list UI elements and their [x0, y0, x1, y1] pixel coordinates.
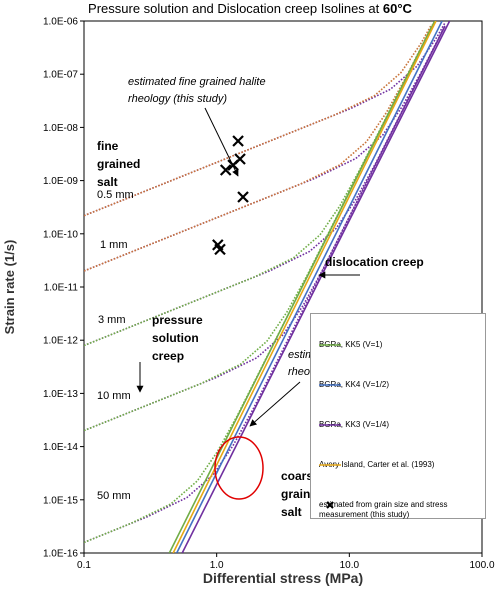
annotation: grained — [97, 157, 140, 171]
y-tick-label: 1.0E-06 — [43, 17, 78, 28]
annotation: fine — [97, 139, 119, 153]
chart-title: Pressure solution and Dislocation creep … — [88, 1, 380, 16]
x-tick-label: 1.0 — [210, 560, 224, 571]
legend-swatch — [319, 384, 341, 386]
isoline — [84, 26, 433, 272]
series-line — [181, 21, 451, 553]
data-marker — [227, 159, 239, 171]
legend-swatch — [319, 424, 341, 426]
annotation: dislocation creep — [325, 255, 424, 269]
annotation: 0.5 mm — [97, 189, 134, 201]
legend-label: BGRa, KK5 (V=1) — [319, 340, 383, 349]
legend-swatch — [326, 501, 334, 509]
y-tick-label: 1.0E-14 — [43, 442, 78, 453]
data-marker — [237, 191, 249, 203]
series-line — [168, 21, 436, 553]
series-line — [176, 21, 443, 553]
annotation: 3 mm — [98, 314, 126, 326]
highlight-ellipse — [214, 436, 264, 500]
data-marker — [214, 243, 226, 256]
legend-item: BGRa, KK3 (V=1/4) — [319, 420, 481, 430]
legend-swatch — [319, 464, 341, 466]
annotation: salt — [97, 175, 118, 189]
y-tick-label: 1.0E-11 — [44, 283, 79, 294]
isoline — [84, 25, 446, 432]
x-axis-label: Differential stress (MPa) — [203, 570, 363, 586]
y-tick-label: 1.0E-09 — [43, 176, 78, 187]
legend-swatch-shape — [326, 501, 334, 509]
annotation: solution — [152, 331, 199, 345]
legend-item: estimated from grain size and stress mea… — [319, 500, 481, 520]
legend-label: Avery Island, Carter et al. (1993) — [319, 460, 435, 469]
legend-label: BGRa, KK4 (V=1/2) — [319, 380, 390, 389]
y-tick-label: 1.0E-16 — [43, 549, 78, 560]
annotation: rheology (this study) — [128, 93, 227, 105]
y-tick-label: 1.0E-10 — [43, 229, 78, 240]
annotation: 1 mm — [100, 239, 128, 251]
isoline — [84, 25, 446, 272]
isoline — [84, 24, 433, 217]
isoline — [84, 22, 446, 217]
isoline — [84, 25, 446, 544]
y-tick-label: 1.0E-07 — [43, 70, 78, 81]
x-tick-label: 10.0 — [340, 560, 360, 571]
legend-label: estimated from grain size and stress mea… — [319, 500, 448, 519]
annotation: salt — [281, 505, 302, 519]
annotation: creep — [152, 349, 184, 363]
arrow — [249, 381, 301, 427]
data-marker — [232, 135, 244, 147]
legend-swatch — [319, 344, 341, 346]
chart-title-group: Pressure solution and Dislocation creep … — [88, 1, 413, 16]
legend-item: BGRa, KK5 (V=1) — [319, 340, 481, 350]
plot-lines — [84, 21, 451, 553]
annotation: estimated fine grained halite — [128, 76, 266, 88]
y-tick-label: 1.0E-08 — [43, 123, 78, 134]
y-axis-label: Strain rate (1/s) — [2, 240, 17, 335]
isoline — [84, 26, 433, 347]
data-marker — [219, 164, 232, 176]
legend-label: BGRa, KK3 (V=1/4) — [319, 420, 390, 429]
legend: BGRa, KK5 (V=1) BGRa, KK4 (V=1/2) BGRa, KK… — [310, 313, 486, 519]
y-tick-label: 1.0E-15 — [43, 495, 78, 506]
x-tick-label: 100.0 — [469, 560, 494, 571]
annotation: pressure — [152, 313, 203, 327]
legend-item: Avery Island, Carter et al. (1993) — [319, 460, 481, 470]
chart-title-highlight: 60°C — [383, 1, 413, 16]
isoline — [84, 26, 433, 544]
isoline — [84, 25, 446, 347]
y-tick-label: 1.0E-12 — [43, 336, 78, 347]
annotation: 10 mm — [97, 390, 131, 402]
legend-item: BGRa, KK4 (V=1/2) — [319, 380, 481, 390]
x-tick-label: 0.1 — [77, 560, 91, 571]
y-tick-label: 1.0E-13 — [43, 389, 78, 400]
series-line — [172, 21, 437, 553]
annotation: 50 mm — [97, 490, 131, 502]
